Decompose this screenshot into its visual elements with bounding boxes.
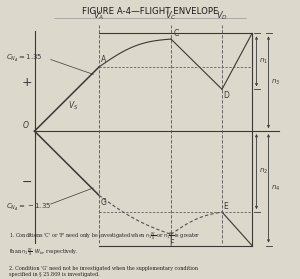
Text: than $n_1\frac{W}{S}$  $W_{to}$, respectively.: than $n_1\frac{W}{S}$ $W_{to}$, respecti… [9,246,79,258]
Text: FIGURE A-4—FLIGHT ENVELOPE: FIGURE A-4—FLIGHT ENVELOPE [82,7,218,16]
Text: O: O [22,121,28,130]
Text: G: G [100,198,106,207]
Text: $C_{N_A}= 1.35$: $C_{N_A}= 1.35$ [6,53,43,64]
Text: $n_1$: $n_1$ [259,57,268,66]
Text: $V_A$: $V_A$ [93,10,105,22]
Text: A: A [100,55,106,64]
Text: C: C [174,29,179,38]
Text: 2. Condition 'G' need not be investigated when the supplementary condition
speci: 2. Condition 'G' need not be investigate… [9,266,198,277]
Text: $C_{N_A}= -1.35$: $C_{N_A}= -1.35$ [6,202,51,213]
Text: $n_2$: $n_2$ [259,167,268,176]
Text: $V_D$: $V_D$ [216,10,228,22]
Text: $n_4$: $n_4$ [271,184,280,193]
Text: $V_S$: $V_S$ [68,99,79,112]
Text: $V_C$: $V_C$ [165,10,177,22]
Text: −: − [22,176,32,189]
Text: F: F [169,239,173,247]
Text: D: D [224,91,230,100]
Text: E: E [224,202,228,211]
Text: +: + [22,76,32,89]
Text: $n_3$: $n_3$ [271,78,280,87]
Text: 1. Conditions 'C' or 'F' need only be investigated when $n_1\frac{W}{S}$ or $n_1: 1. Conditions 'C' or 'F' need only be in… [9,230,200,242]
